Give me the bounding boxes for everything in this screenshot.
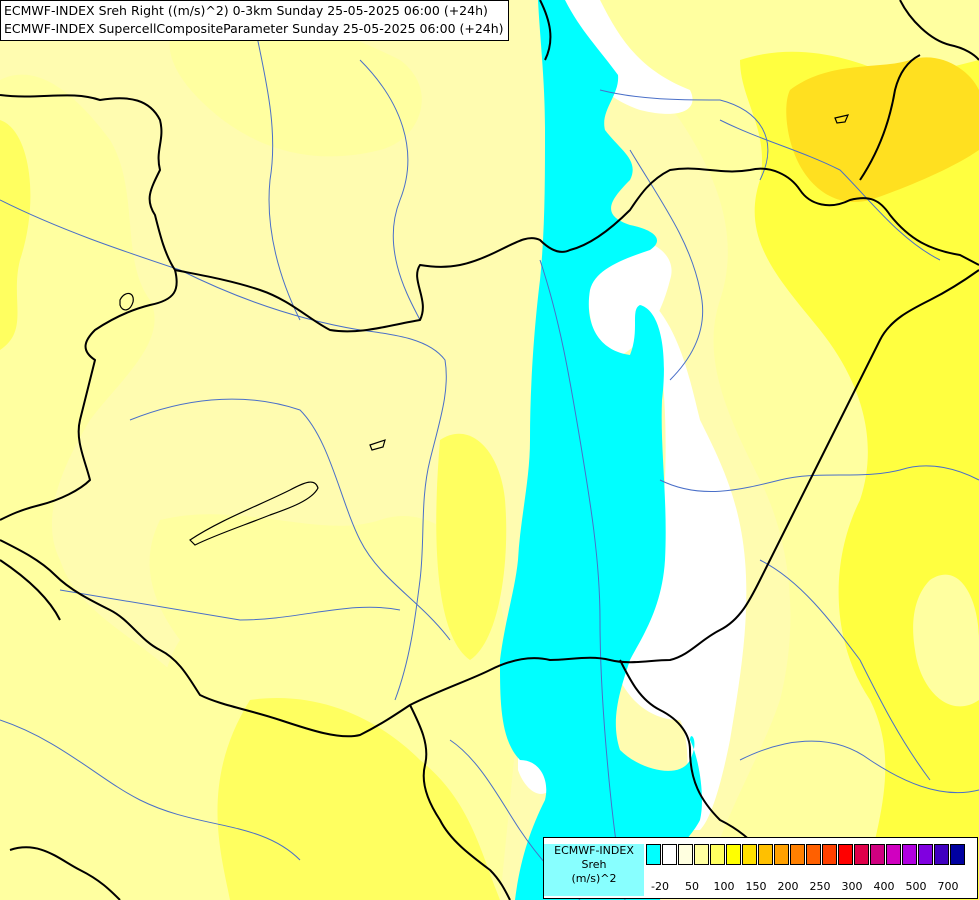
legend: ECMWF-INDEX Sreh (m/s)^2 -20 50 100 150 200 2… <box>543 837 978 899</box>
legend-swatch <box>678 844 693 865</box>
legend-swatch <box>822 844 837 865</box>
shading-white-east-band <box>620 300 747 830</box>
river-8 <box>629 149 704 381</box>
legend-tick-label: 400 <box>873 880 895 893</box>
lake-small-1 <box>369 439 386 451</box>
river-5 <box>59 589 401 621</box>
river-1 <box>0 199 447 701</box>
legend-swatch <box>694 844 709 865</box>
legend-swatch <box>758 844 773 865</box>
river-11 <box>739 740 979 794</box>
title-line-2: ECMWF-INDEX SupercellCompositeParameter … <box>4 21 504 36</box>
legend-swatch <box>902 844 917 865</box>
shading-yellow-east <box>740 51 979 900</box>
lake-small-2 <box>119 292 134 311</box>
legend-swatch <box>806 844 821 865</box>
shading-white-north <box>560 0 693 114</box>
shading-cyan-band <box>500 0 702 900</box>
legend-tick-label: 100 <box>713 880 735 893</box>
legend-tick-label: 150 <box>745 880 767 893</box>
map-title-box: ECMWF-INDEX Sreh Right ((m/s)^2) 0-3km S… <box>0 0 509 41</box>
legend-tick-label: -20 <box>651 880 669 893</box>
river-2 <box>249 0 301 321</box>
legend-tick-label: 300 <box>841 880 863 893</box>
border-west-small <box>0 559 121 900</box>
river-4 <box>129 398 451 641</box>
river-14 <box>759 559 931 781</box>
border-south-branch <box>409 704 511 900</box>
title-line-1: ECMWF-INDEX Sreh Right ((m/s)^2) 0-3km S… <box>4 3 488 18</box>
legend-source: ECMWF-INDEX <box>554 844 634 857</box>
shading-light-yellow-west <box>0 74 200 900</box>
legend-swatch <box>774 844 789 865</box>
shading-light-east-patch <box>913 574 979 707</box>
legend-unit: (m/s)^2 <box>571 872 617 885</box>
legend-swatch <box>854 844 869 865</box>
border-southwest <box>0 269 979 738</box>
legend-swatch <box>838 844 853 865</box>
border-northeast <box>539 0 979 181</box>
border-west <box>0 269 178 521</box>
legend-swatch <box>886 844 901 865</box>
legend-swatch <box>870 844 885 865</box>
legend-variable: Sreh <box>581 858 607 871</box>
legend-swatch <box>790 844 805 865</box>
legend-tick-label: 50 <box>685 880 699 893</box>
river-10 <box>659 465 979 493</box>
shading-gold-northeast <box>786 57 979 202</box>
legend-tick-label: 700 <box>937 880 959 893</box>
shading-white-center <box>588 237 672 360</box>
shading-yellow-center <box>436 433 507 660</box>
legend-swatch <box>662 844 677 865</box>
river-6 <box>0 719 301 861</box>
river-13 <box>599 89 769 181</box>
shading-yellow-west <box>0 120 31 350</box>
lakes <box>119 114 850 546</box>
shading-white-patch-in-cyan <box>690 516 708 547</box>
river-9 <box>719 119 941 261</box>
legend-swatch <box>918 844 933 865</box>
border-north <box>0 94 979 333</box>
legend-swatch <box>934 844 949 865</box>
legend-swatch <box>710 844 725 865</box>
river-3 <box>359 59 421 321</box>
river-7 <box>539 259 626 900</box>
legend-swatch <box>726 844 741 865</box>
shading-light-yellow-north <box>169 13 422 157</box>
legend-swatch <box>950 844 965 865</box>
lake-balaton <box>189 481 319 546</box>
legend-swatch <box>646 844 661 865</box>
legend-label-block: ECMWF-INDEX Sreh (m/s)^2 <box>544 844 644 896</box>
border-east-south <box>619 659 761 851</box>
legend-tick-label: 250 <box>809 880 831 893</box>
legend-tick-label: 200 <box>777 880 799 893</box>
lake-small-3 <box>834 114 850 124</box>
legend-tick-label: 500 <box>905 880 927 893</box>
legend-swatch <box>742 844 757 865</box>
